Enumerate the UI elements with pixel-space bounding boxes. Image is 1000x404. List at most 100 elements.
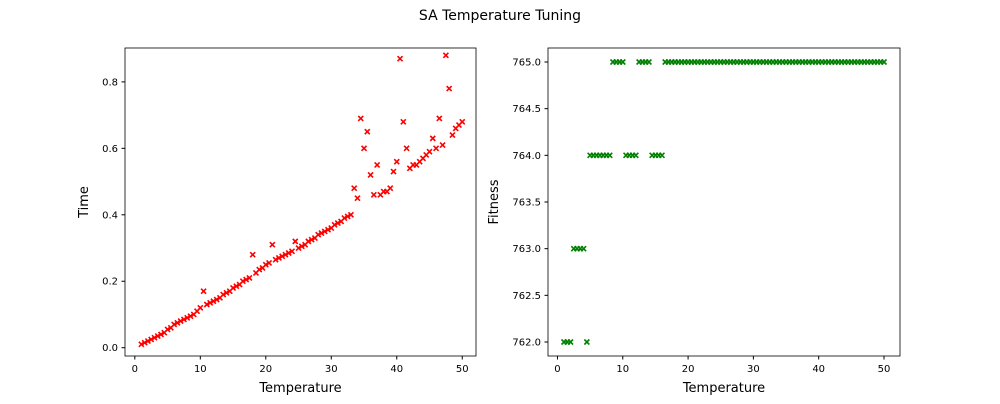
marker-stroke [207, 299, 214, 306]
marker-stroke [213, 296, 220, 303]
marker-stroke [351, 185, 358, 192]
marker-stroke [387, 185, 394, 192]
marker-stroke [354, 195, 361, 202]
marker [387, 185, 394, 192]
marker [367, 171, 374, 178]
y-tick-label: 0.6 [102, 144, 118, 155]
marker-stroke [374, 161, 381, 169]
marker [184, 314, 191, 321]
axes-frame [124, 47, 477, 357]
marker [321, 228, 328, 235]
marker-stroke [171, 321, 178, 328]
marker [459, 118, 466, 125]
marker [426, 148, 433, 155]
x-tick-label: 0 [132, 364, 138, 375]
marker [567, 338, 574, 346]
marker-stroke [426, 148, 433, 155]
marker [279, 253, 286, 260]
marker-stroke [282, 251, 289, 258]
marker-stroke [269, 241, 276, 248]
marker [223, 289, 230, 296]
marker-stroke [344, 213, 351, 220]
marker [200, 288, 207, 295]
marker-stroke [308, 236, 315, 243]
marker [203, 301, 210, 308]
marker-stroke [141, 339, 148, 346]
marker [334, 220, 341, 227]
marker-stroke [223, 289, 230, 296]
x-tick-label: 10 [194, 364, 207, 375]
subplot: 0 10 20 30 40 50 0.0 0.2 0.4 0.6 0.8 Temperature Tim… [77, 47, 477, 396]
x-tick-label: 50 [878, 364, 891, 375]
marker-stroke [393, 158, 400, 165]
marker [583, 338, 590, 346]
x-tick-label: 10 [616, 364, 629, 375]
marker [364, 128, 371, 135]
marker [220, 291, 227, 298]
y-tick-label: 763.0 [512, 244, 541, 255]
marker-stroke [138, 341, 145, 348]
marker [432, 145, 440, 152]
marker-stroke [200, 288, 207, 295]
marker-stroke [157, 331, 165, 338]
marker [269, 241, 276, 248]
figure-title: SA Temperature Tuning [419, 8, 581, 24]
marker [256, 266, 263, 273]
marker-stroke [315, 231, 322, 238]
marker-stroke [288, 248, 296, 255]
marker [400, 118, 407, 125]
y-tick-label: 0.2 [102, 277, 118, 288]
marker [351, 185, 358, 192]
x-tick-label: 40 [390, 364, 403, 375]
marker-stroke [341, 215, 348, 222]
marker-stroke [606, 152, 613, 159]
marker [262, 261, 269, 268]
marker-stroke [187, 313, 194, 320]
marker-stroke [233, 283, 240, 290]
marker-stroke [295, 244, 302, 252]
marker-stroke [321, 228, 328, 235]
marker-stroke [658, 152, 666, 159]
marker [390, 168, 397, 175]
marker [396, 55, 404, 62]
x-tick-label: 30 [325, 364, 338, 375]
marker-stroke [249, 251, 256, 258]
marker-stroke [292, 238, 299, 245]
marker-stroke [246, 274, 253, 281]
marker-stroke [429, 135, 436, 142]
marker-stroke [334, 220, 341, 227]
y-tick-label: 762.0 [512, 338, 541, 349]
y-tick-label: 0.8 [102, 77, 118, 88]
x-tick-label: 20 [682, 364, 695, 375]
marker [580, 245, 587, 252]
marker [298, 243, 305, 250]
marker-stroke [148, 336, 155, 343]
marker-stroke [164, 326, 171, 333]
marker [341, 215, 348, 222]
marker [197, 304, 204, 311]
marker-stroke [583, 338, 590, 346]
marker [344, 213, 351, 220]
marker-stroke [197, 304, 204, 311]
marker-stroke [360, 145, 368, 152]
marker-stroke [229, 284, 237, 291]
marker-stroke [272, 256, 279, 263]
marker-stroke [177, 318, 184, 325]
marker-stroke [439, 141, 446, 149]
marker-stroke [305, 238, 312, 245]
marker-stroke [567, 338, 574, 346]
marker-stroke [262, 261, 269, 268]
marker-stroke [403, 145, 410, 152]
marker [403, 145, 410, 152]
y-tick-label: 0.0 [102, 343, 118, 354]
marker-stroke [370, 191, 377, 198]
marker [439, 141, 446, 149]
marker-stroke [436, 115, 443, 122]
marker [180, 316, 188, 323]
marker [272, 256, 279, 263]
marker-stroke [154, 332, 161, 340]
marker-stroke [220, 291, 227, 298]
marker [210, 298, 217, 305]
y-tick-label: 762.5 [512, 291, 541, 302]
